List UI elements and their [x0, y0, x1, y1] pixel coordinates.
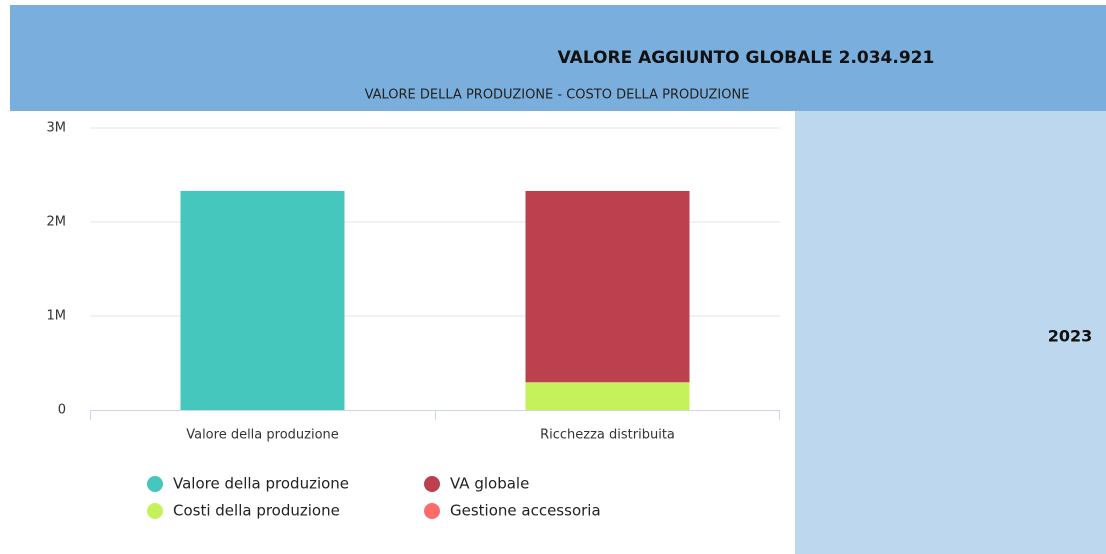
- bar-segment: [180, 190, 345, 410]
- legend-label: VA globale: [450, 475, 529, 493]
- x-tick-label: Valore della produzione: [186, 428, 339, 443]
- chart-title: VALORE AGGIUNTO GLOBALE 2.034.921: [558, 48, 935, 68]
- chart-subtitle: VALORE DELLA PRODUZIONE - COSTO DELLA PR…: [365, 88, 750, 103]
- y-tick-label: 1M: [47, 309, 67, 324]
- bar-segment: [525, 382, 690, 410]
- legend-label: Valore della produzione: [173, 475, 349, 493]
- legend-swatch: [424, 503, 440, 519]
- legend-label: Gestione accessoria: [450, 502, 601, 520]
- legend-swatch: [147, 476, 163, 492]
- x-tick-label: Ricchezza distribuita: [540, 428, 675, 443]
- period-label: 2023: [1048, 327, 1093, 346]
- header-band: [10, 5, 1106, 111]
- y-tick-label: 0: [58, 403, 66, 418]
- y-tick-label: 3M: [47, 121, 67, 136]
- side-panel: [795, 111, 1106, 554]
- legend-swatch: [424, 476, 440, 492]
- legend-swatch: [147, 503, 163, 519]
- bar-segment: [525, 190, 690, 383]
- y-tick-label: 2M: [47, 215, 67, 230]
- legend-label: Costi della produzione: [173, 502, 340, 520]
